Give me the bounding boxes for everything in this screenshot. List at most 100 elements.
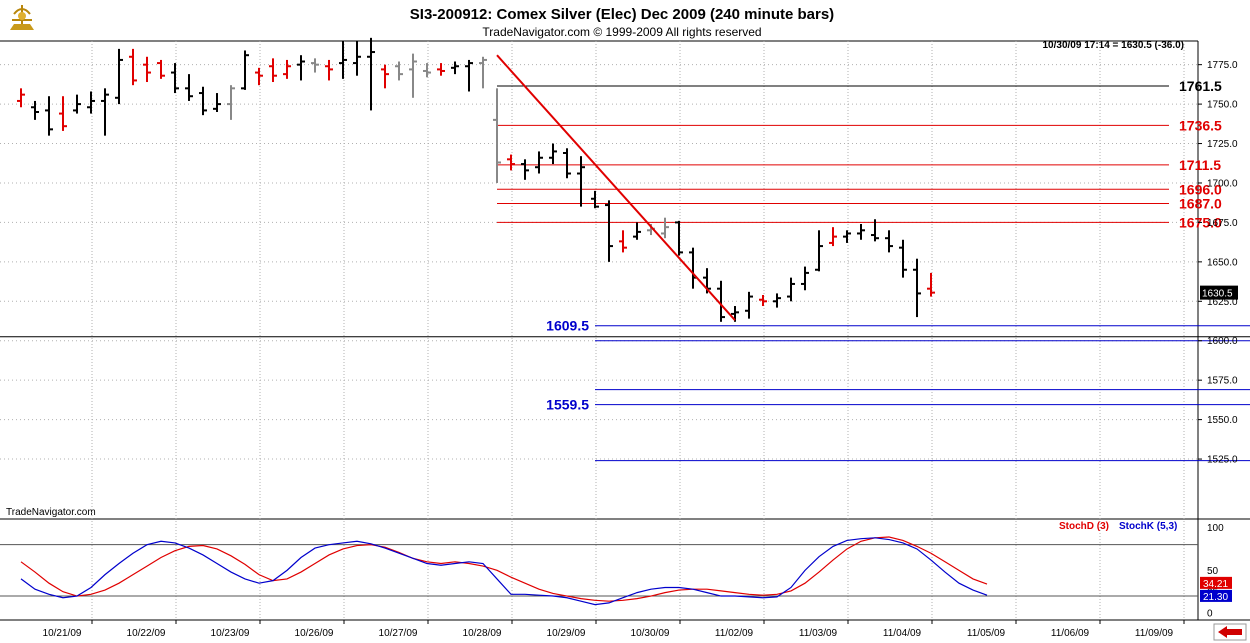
price-bar <box>451 61 459 75</box>
price-tick-label: 1625.0 <box>1207 297 1238 308</box>
price-bar <box>311 58 319 73</box>
price-bar <box>577 156 585 207</box>
price-bar <box>675 220 683 256</box>
stochK-last-label: 21.30 <box>1203 592 1228 603</box>
price-bar <box>507 154 515 171</box>
price-bar <box>913 258 921 318</box>
date-axis-ticks: 10/21/09 10/22/09 10/23/09 10/26/09 10/27/09… <box>43 620 1185 639</box>
price-bar <box>787 277 795 302</box>
price-bar <box>339 41 347 79</box>
price-bar <box>521 159 529 180</box>
price-bar <box>17 88 25 108</box>
price-bar <box>661 217 669 239</box>
price-bar <box>927 272 935 297</box>
level-label: 1736.5 <box>1179 117 1222 133</box>
price-bars <box>17 37 935 322</box>
scroll-left-arrow-icon[interactable] <box>1213 623 1247 641</box>
level-label: 1559.5 <box>546 397 589 413</box>
date-tick-label: 11/09/09 <box>1135 628 1174 639</box>
price-bar <box>815 230 823 272</box>
stochD-legend: StochD (3) <box>1059 521 1109 532</box>
stochK-last-tag <box>1200 589 1232 602</box>
price-bar <box>773 293 781 308</box>
price-bar <box>829 227 837 247</box>
price-bar <box>843 230 851 243</box>
chart-title: SI3-200912: Comex Silver (Elec) Dec 2009… <box>410 6 834 23</box>
price-tick-label: 1550.0 <box>1207 415 1238 426</box>
price-bar <box>591 190 599 209</box>
vertical-grid <box>91 41 1185 620</box>
sextant-logo-icon <box>10 5 34 30</box>
price-bar <box>857 223 865 240</box>
price-bar <box>437 63 445 76</box>
price-bar <box>549 143 557 165</box>
price-bar <box>367 37 375 111</box>
price-bar <box>255 67 263 86</box>
price-bar <box>535 151 543 174</box>
price-bar <box>73 94 81 114</box>
price-bar <box>45 96 53 136</box>
price-bar <box>899 239 907 278</box>
price-bar <box>59 96 67 131</box>
price-bar <box>269 58 277 83</box>
price-bar <box>31 100 39 120</box>
level-label: 1696.0 <box>1179 181 1222 197</box>
date-tick-label: 11/06/09 <box>1051 628 1090 639</box>
last-price-label: 1630.5 <box>1202 289 1233 300</box>
price-bar <box>87 91 95 114</box>
price-bar <box>871 219 879 242</box>
stochastic-line <box>20 537 988 606</box>
date-tick-label: 11/02/09 <box>715 628 754 639</box>
level-label: 1761.5 <box>1179 78 1222 94</box>
stochastic-tick-label: 50 <box>1207 566 1219 577</box>
price-tick-label: 1725.0 <box>1207 139 1238 150</box>
date-tick-label: 10/23/09 <box>211 628 250 639</box>
price-bar <box>283 59 291 79</box>
price-bar <box>325 59 333 81</box>
price-tick-label: 1650.0 <box>1207 257 1238 268</box>
watermark-text: TradeNavigator.com <box>6 507 96 518</box>
price-readout: 10/30/09 17:14 = 1630.5 (-36.0) <box>1043 40 1185 51</box>
price-bar <box>465 59 473 92</box>
date-tick-label: 10/29/09 <box>547 628 586 639</box>
price-bar <box>213 93 221 112</box>
price-bar <box>605 200 613 262</box>
price-bar <box>493 88 501 183</box>
price-tick-label: 1675.0 <box>1207 218 1238 229</box>
price-bar <box>143 56 151 83</box>
price-bar <box>115 48 123 105</box>
stochastic-tick-label: 100 <box>1207 523 1224 534</box>
price-axis-ticks: 1525.0 1550.0 1575.0 1600.0 1625.0 1650.0 1675… <box>1198 60 1238 466</box>
stochastic-tick-label: 0 <box>1207 609 1213 620</box>
stochastic-line <box>20 536 988 602</box>
stochK-legend: StochK (5,3) <box>1119 521 1177 532</box>
price-tick-label: 1575.0 <box>1207 376 1238 387</box>
date-tick-label: 11/04/09 <box>883 628 922 639</box>
price-bar <box>297 55 305 81</box>
chart-subtitle: TradeNavigator.com © 1999-2009 All right… <box>482 25 761 39</box>
price-bar <box>227 85 235 120</box>
price-bar <box>745 291 753 319</box>
price-bar <box>241 50 249 90</box>
price-tick-label: 1525.0 <box>1207 455 1238 466</box>
date-tick-label: 10/26/09 <box>295 628 334 639</box>
price-bar <box>395 61 403 81</box>
price-tick-label: 1600.0 <box>1207 336 1238 347</box>
price-bar <box>157 59 165 79</box>
price-bar <box>619 230 627 253</box>
date-tick-label: 10/22/09 <box>127 628 166 639</box>
price-tick-label: 1700.0 <box>1207 178 1238 189</box>
date-tick-label: 10/27/09 <box>379 628 418 639</box>
price-bar <box>199 86 207 116</box>
trendline-group <box>496 54 736 321</box>
date-tick-label: 11/05/09 <box>967 628 1006 639</box>
price-bar <box>423 63 431 78</box>
price-bar <box>563 148 571 179</box>
trendline <box>496 54 736 321</box>
price-tick-label: 1750.0 <box>1207 100 1238 111</box>
stochD-last-label: 34.21 <box>1203 579 1228 590</box>
price-bar <box>409 53 417 98</box>
